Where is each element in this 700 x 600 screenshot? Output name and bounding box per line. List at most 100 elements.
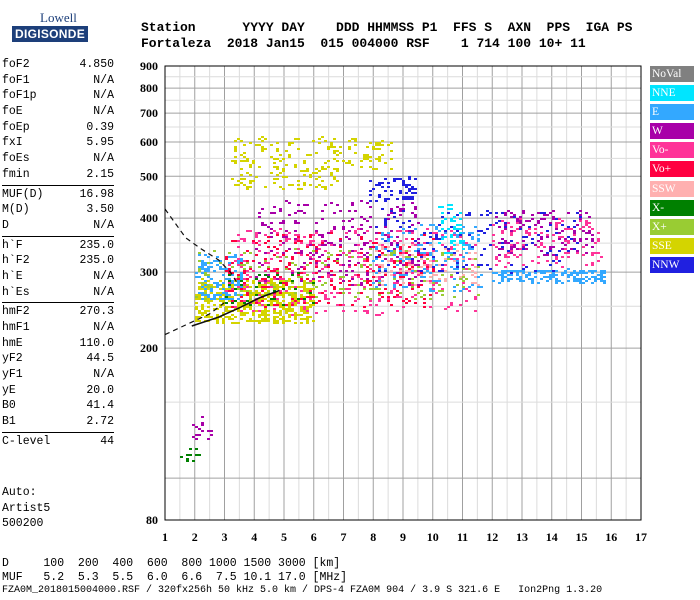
echo-point [396, 198, 399, 200]
echo-point [474, 276, 477, 278]
echo-point [294, 302, 297, 304]
echo-point [399, 296, 402, 298]
echo-point [459, 224, 462, 226]
echo-point [387, 254, 390, 256]
echo-point [288, 292, 291, 294]
echo-point [282, 170, 285, 172]
echo-point [402, 180, 405, 182]
echo-point [537, 246, 540, 248]
echo-point [216, 314, 219, 316]
echo-point [309, 154, 312, 156]
x-tick-label: 2 [192, 530, 198, 544]
echo-point [246, 304, 249, 306]
echo-point [585, 220, 588, 222]
echo-point [201, 312, 204, 314]
legend-entry: SSW [650, 180, 694, 197]
echo-point [417, 260, 420, 262]
echo-point [504, 214, 507, 216]
echo-point [360, 236, 363, 238]
echo-point [264, 314, 267, 316]
echo-point [414, 284, 417, 286]
echo-point [456, 266, 459, 268]
echo-point [594, 242, 597, 244]
echo-point [375, 286, 378, 288]
echo-point [252, 320, 255, 322]
echo-point [264, 278, 267, 280]
echo-point [471, 232, 474, 234]
echo-point [249, 180, 252, 182]
echo-point [600, 280, 603, 282]
echo-point [201, 268, 204, 270]
echo-point [285, 238, 288, 240]
echo-point [267, 274, 270, 276]
echo-point [333, 176, 336, 178]
echo-point [219, 262, 222, 264]
echo-point [393, 180, 396, 182]
param-row: M(D) 3.50 [2, 203, 114, 219]
echo-point [276, 248, 279, 250]
echo-point [345, 288, 348, 290]
echo-point [600, 278, 603, 280]
echo-point [249, 304, 252, 306]
echo-point [477, 234, 480, 236]
echo-point [249, 182, 252, 184]
echo-point [414, 240, 417, 242]
echo-point [402, 204, 405, 206]
echo-point [198, 282, 201, 284]
echo-point [519, 222, 522, 224]
echo-point [507, 274, 510, 276]
echo-point [567, 274, 570, 276]
param-value: 3.50 [86, 203, 114, 217]
echo-point [507, 256, 510, 258]
echo-point [327, 146, 330, 148]
echo-point [306, 254, 309, 256]
echo-point [222, 288, 225, 290]
echo-point [531, 214, 534, 216]
echo-point [399, 278, 402, 280]
echo-point [237, 278, 240, 280]
echo-point [234, 260, 237, 262]
echo-point [405, 250, 408, 252]
echo-point [396, 244, 399, 246]
echo-point [420, 270, 423, 272]
echo-point [267, 286, 270, 288]
echo-point [243, 272, 246, 274]
echo-point [300, 170, 303, 172]
echo-point [462, 268, 465, 270]
echo-point [459, 242, 462, 244]
echo-point [261, 318, 264, 320]
param-value: N/A [93, 218, 114, 232]
echo-point [429, 282, 432, 284]
echo-point [285, 282, 288, 284]
echo-point [447, 248, 450, 250]
echo-point [510, 246, 513, 248]
echo-point [243, 260, 246, 262]
echo-point [258, 244, 261, 246]
y-tick-label: 500 [140, 169, 158, 183]
echo-point [213, 296, 216, 298]
echo-point [447, 212, 450, 214]
echo-point [432, 268, 435, 270]
echo-point [252, 242, 255, 244]
echo-point [237, 306, 240, 308]
echo-point [366, 242, 369, 244]
echo-point [378, 282, 381, 284]
echo-point [435, 234, 438, 236]
echo-point [507, 270, 510, 272]
echo-point [570, 272, 573, 274]
param-label: h`E [2, 269, 23, 283]
echo-point [393, 216, 396, 218]
param-label: yE [2, 383, 16, 397]
echo-point [309, 316, 312, 318]
echo-point [444, 308, 447, 310]
echo-point [345, 232, 348, 234]
echo-point [402, 286, 405, 288]
echo-point [312, 250, 315, 252]
echo-point [462, 248, 465, 250]
echo-point [360, 200, 363, 202]
echo-point [381, 186, 384, 188]
echo-point [561, 282, 564, 284]
echo-point [264, 274, 267, 276]
echo-point [351, 284, 354, 286]
echo-point [294, 264, 297, 266]
